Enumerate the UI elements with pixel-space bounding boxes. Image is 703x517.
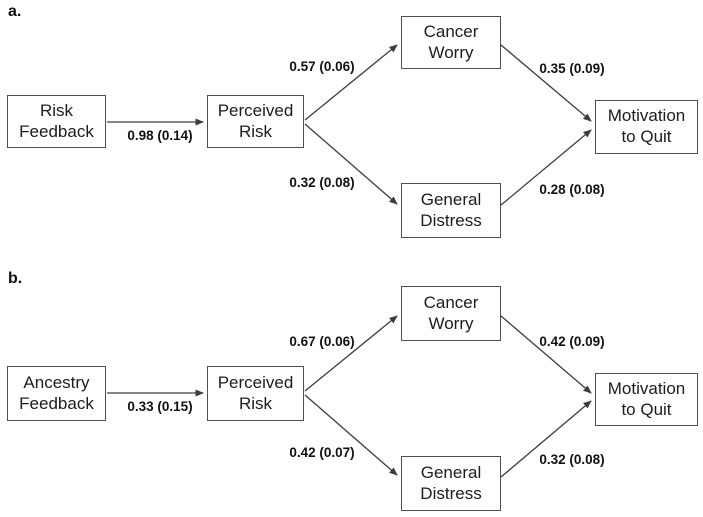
coef-worry-to-motivation-b: 0.42 (0.09) — [539, 334, 605, 349]
panel-a-label: a. — [8, 3, 22, 20]
node-motivation-a: Motivation to Quit — [595, 100, 698, 154]
arrow-cancer-worry-to-motivation-b — [500, 315, 592, 394]
node-general-distress-a: General Distress — [401, 183, 501, 238]
coef-distress-to-motivation-a: 0.28 (0.08) — [539, 182, 605, 197]
node-risk-feedback: Risk Feedback — [7, 95, 106, 148]
node-cancer-worry-a: Cancer Worry — [401, 16, 501, 69]
node-ancestry-feedback: Ancestry Feedback — [7, 366, 106, 421]
coef-distress-to-motivation-b: 0.32 (0.08) — [539, 452, 605, 467]
coef-perceived-to-distress-a: 0.32 (0.08) — [289, 175, 355, 190]
arrow-cancer-worry-to-motivation-a — [500, 44, 592, 122]
coef-feedback-to-perceived-b: 0.33 (0.15) — [127, 399, 193, 414]
coef-perceived-to-worry-a: 0.57 (0.06) — [289, 59, 355, 74]
arrow-perceived-risk-to-cancer-worry-b — [304, 315, 398, 392]
arrow-perceived-risk-to-general-distress-b — [304, 394, 398, 476]
arrow-general-distress-to-motivation-a — [500, 129, 592, 206]
node-cancer-worry-b: Cancer Worry — [401, 286, 501, 341]
coef-worry-to-motivation-a: 0.35 (0.09) — [539, 61, 605, 76]
arrow-perceived-risk-to-cancer-worry-a — [304, 44, 398, 121]
node-perceived-risk-a: Perceived Risk — [207, 95, 304, 148]
coef-feedback-to-perceived-a: 0.98 (0.14) — [127, 128, 193, 143]
arrow-general-distress-to-motivation-b — [500, 400, 592, 478]
arrow-perceived-risk-to-general-distress-a — [304, 123, 398, 205]
coef-perceived-to-distress-b: 0.42 (0.07) — [289, 445, 355, 460]
node-general-distress-b: General Distress — [401, 456, 501, 511]
panel-b-label: b. — [8, 270, 23, 287]
node-perceived-risk-b: Perceived Risk — [207, 366, 304, 421]
coef-perceived-to-worry-b: 0.67 (0.06) — [289, 334, 355, 349]
node-motivation-b: Motivation to Quit — [595, 373, 698, 426]
